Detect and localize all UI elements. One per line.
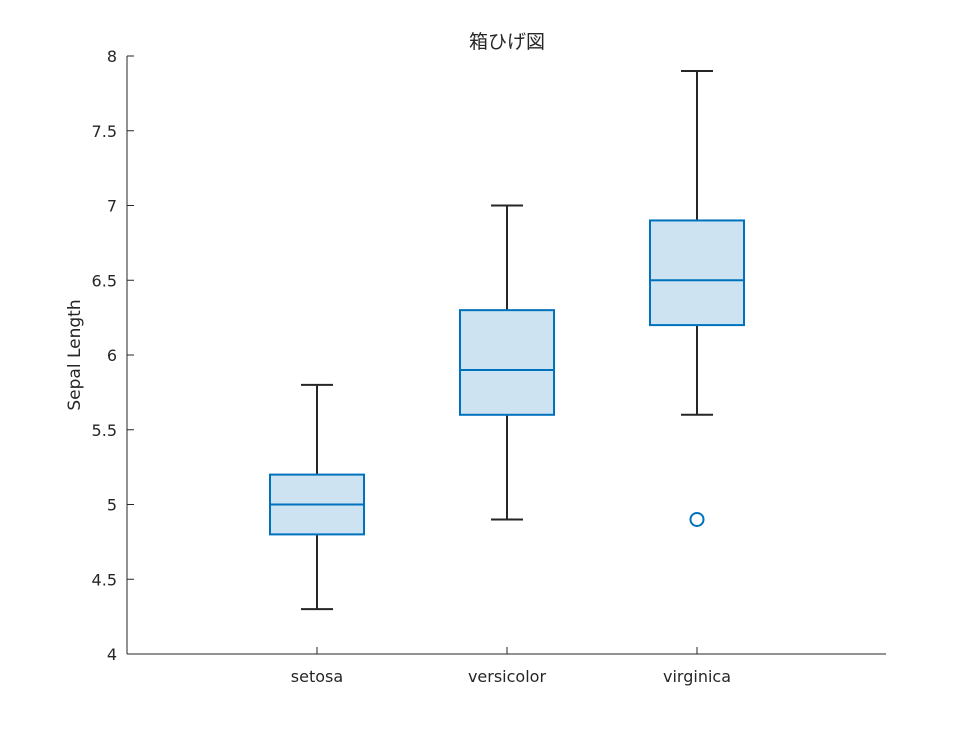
- chart-title: 箱ひげ図: [469, 31, 545, 53]
- box-group-setosa: [269, 383, 365, 611]
- box-group-versicolor: [459, 204, 555, 521]
- y-axis-label: Sepal Length: [65, 299, 85, 410]
- y-tick-label: 5.5: [92, 421, 117, 440]
- x-tick-label: virginica: [663, 667, 731, 686]
- y-tick-label: 5: [107, 496, 117, 515]
- y-tick-label: 7.5: [92, 122, 117, 141]
- box-group-virginica: [649, 69, 745, 527]
- box-iqr: [459, 309, 555, 416]
- x-tick-label: setosa: [291, 667, 343, 686]
- y-tick-label: 8: [107, 47, 117, 66]
- axes: 4 4.5 5 5.5 6 6.5 7 7.5 8 setosa versicolor virgini…: [92, 47, 886, 686]
- y-tick-label: 4: [107, 645, 117, 664]
- outlier-point: [689, 511, 705, 527]
- plot-area: [269, 69, 745, 611]
- x-tick-label: versicolor: [468, 667, 546, 686]
- y-tick-label: 6: [107, 346, 117, 365]
- y-tick-label: 6.5: [92, 271, 117, 290]
- y-tick-label: 4.5: [92, 570, 117, 589]
- y-tick-label: 7: [107, 197, 117, 216]
- box-iqr: [649, 219, 745, 327]
